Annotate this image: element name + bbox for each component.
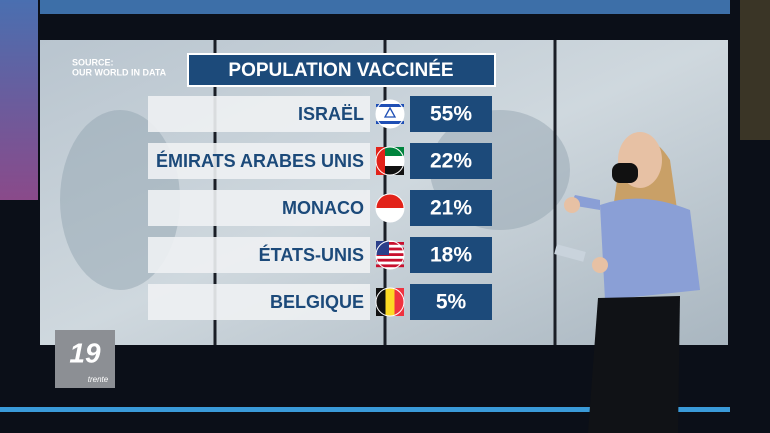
label-box: [148, 237, 370, 273]
title-box: [187, 53, 496, 87]
flag-star: [383, 106, 397, 118]
presenter: [554, 132, 700, 433]
flag-stripe: [376, 166, 404, 175]
label-box: [148, 190, 370, 226]
value-label: 5%: [436, 291, 467, 314]
value-label: 18%: [430, 244, 472, 267]
logo-box: [55, 330, 115, 388]
flag-stripe: [376, 258, 404, 262]
country-label: ÉTATS-UNIS: [259, 244, 364, 265]
flag-canton: [376, 241, 389, 255]
value-box: [410, 190, 492, 226]
value-box: [410, 284, 492, 320]
flag: [376, 100, 404, 128]
flag-stripe: [376, 242, 404, 245]
flag-ring: [375, 99, 405, 129]
value-label: 22%: [430, 150, 472, 173]
flag-ring: [375, 287, 405, 317]
value-label: 55%: [430, 103, 472, 126]
flag: [376, 147, 404, 175]
logo-word: trente: [88, 375, 109, 384]
country-label: ISRAËL: [298, 104, 364, 124]
country-label: ÉMIRATS ARABES UNIS: [156, 150, 364, 171]
country-label: MONACO: [282, 198, 364, 218]
label-box: [148, 96, 370, 132]
value-box: [410, 143, 492, 179]
value-box: [410, 237, 492, 273]
source-line: OUR WORLD IN DATA: [72, 67, 167, 77]
side-light: [740, 0, 770, 140]
floor-light: [0, 407, 730, 412]
top-strip: [40, 0, 730, 14]
flag-stripe: [394, 288, 404, 316]
title: POPULATION VACCINÉE: [228, 59, 453, 81]
flag-stripe: [376, 194, 404, 208]
flag-stripe: [376, 247, 404, 251]
source-line: SOURCE:: [72, 57, 114, 67]
flag-stripe: [376, 147, 404, 156]
flag: [376, 241, 404, 269]
flag-stripe: [376, 253, 404, 256]
flag-stripe: [376, 121, 404, 124]
logo-number: 19: [69, 337, 101, 368]
rows: ISRAËL 55% ÉMIRATS ARABES UNIS 22% MONACO 21%…: [148, 96, 492, 320]
flag-stripe: [376, 288, 386, 316]
value-label: 21%: [430, 197, 472, 220]
flag-stripe: [376, 147, 385, 175]
flag-ring: [375, 193, 405, 223]
label-box: [148, 143, 370, 179]
flag-stripe: [376, 104, 404, 107]
flag: [376, 194, 404, 222]
flag-ring: [375, 146, 405, 176]
flag: [376, 288, 404, 316]
country-label: BELGIQUE: [270, 292, 364, 312]
value-box: [410, 96, 492, 132]
side-screen: [0, 0, 38, 200]
flag-stripe: [376, 264, 404, 268]
flag-ring: [375, 240, 405, 270]
label-box: [148, 284, 370, 320]
